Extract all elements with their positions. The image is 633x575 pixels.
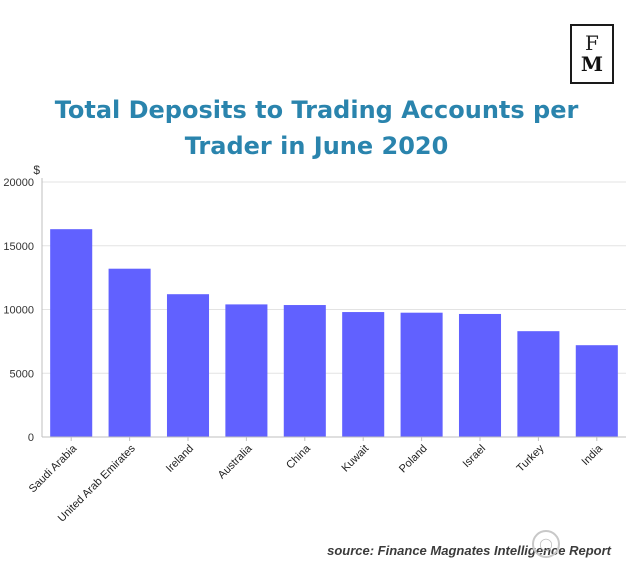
- bars: [50, 229, 618, 437]
- chart-title-line-1: Total Deposits to Trading Accounts per: [54, 96, 579, 124]
- y-tick-label: 15000: [3, 241, 34, 253]
- logo-letter-bottom: M: [580, 52, 604, 76]
- x-tick-label: Saudi Arabia: [27, 442, 80, 495]
- x-tick-label: Australia: [216, 442, 255, 481]
- x-tick-label: China: [284, 442, 313, 471]
- x-tick-label: India: [580, 442, 606, 468]
- y-tick-label: 20000: [3, 177, 34, 189]
- bar: [400, 312, 443, 437]
- watermark-icon: ◯: [532, 530, 560, 558]
- y-tick-label: 0: [28, 432, 34, 444]
- axes: [41, 178, 626, 441]
- bar: [50, 229, 93, 437]
- fm-logo: F M: [570, 24, 614, 84]
- bar: [458, 313, 502, 437]
- x-tick-label: Kuwait: [339, 443, 371, 475]
- bar: [517, 331, 560, 437]
- bar: [283, 305, 326, 437]
- bar: [575, 345, 618, 437]
- y-tick-label: 10000: [3, 305, 34, 317]
- bar: [108, 268, 151, 437]
- chart-title: Total Deposits to Trading Accounts per T…: [0, 92, 633, 164]
- logo-letter-top: F: [585, 31, 599, 55]
- y-axis-label: $: [33, 163, 40, 177]
- bar: [166, 294, 210, 437]
- bar: [225, 304, 268, 437]
- bar: [342, 312, 385, 437]
- x-tick-label: Turkey: [515, 442, 547, 474]
- source-note: source: Finance Magnates Intelligence Re…: [327, 543, 611, 558]
- x-tick-label: Ireland: [164, 443, 196, 475]
- chart-title-line-2: Trader in June 2020: [184, 132, 449, 160]
- x-tick-label: Israel: [461, 443, 489, 471]
- x-tick-label: Poland: [397, 443, 430, 476]
- y-tick-label: 5000: [10, 368, 34, 380]
